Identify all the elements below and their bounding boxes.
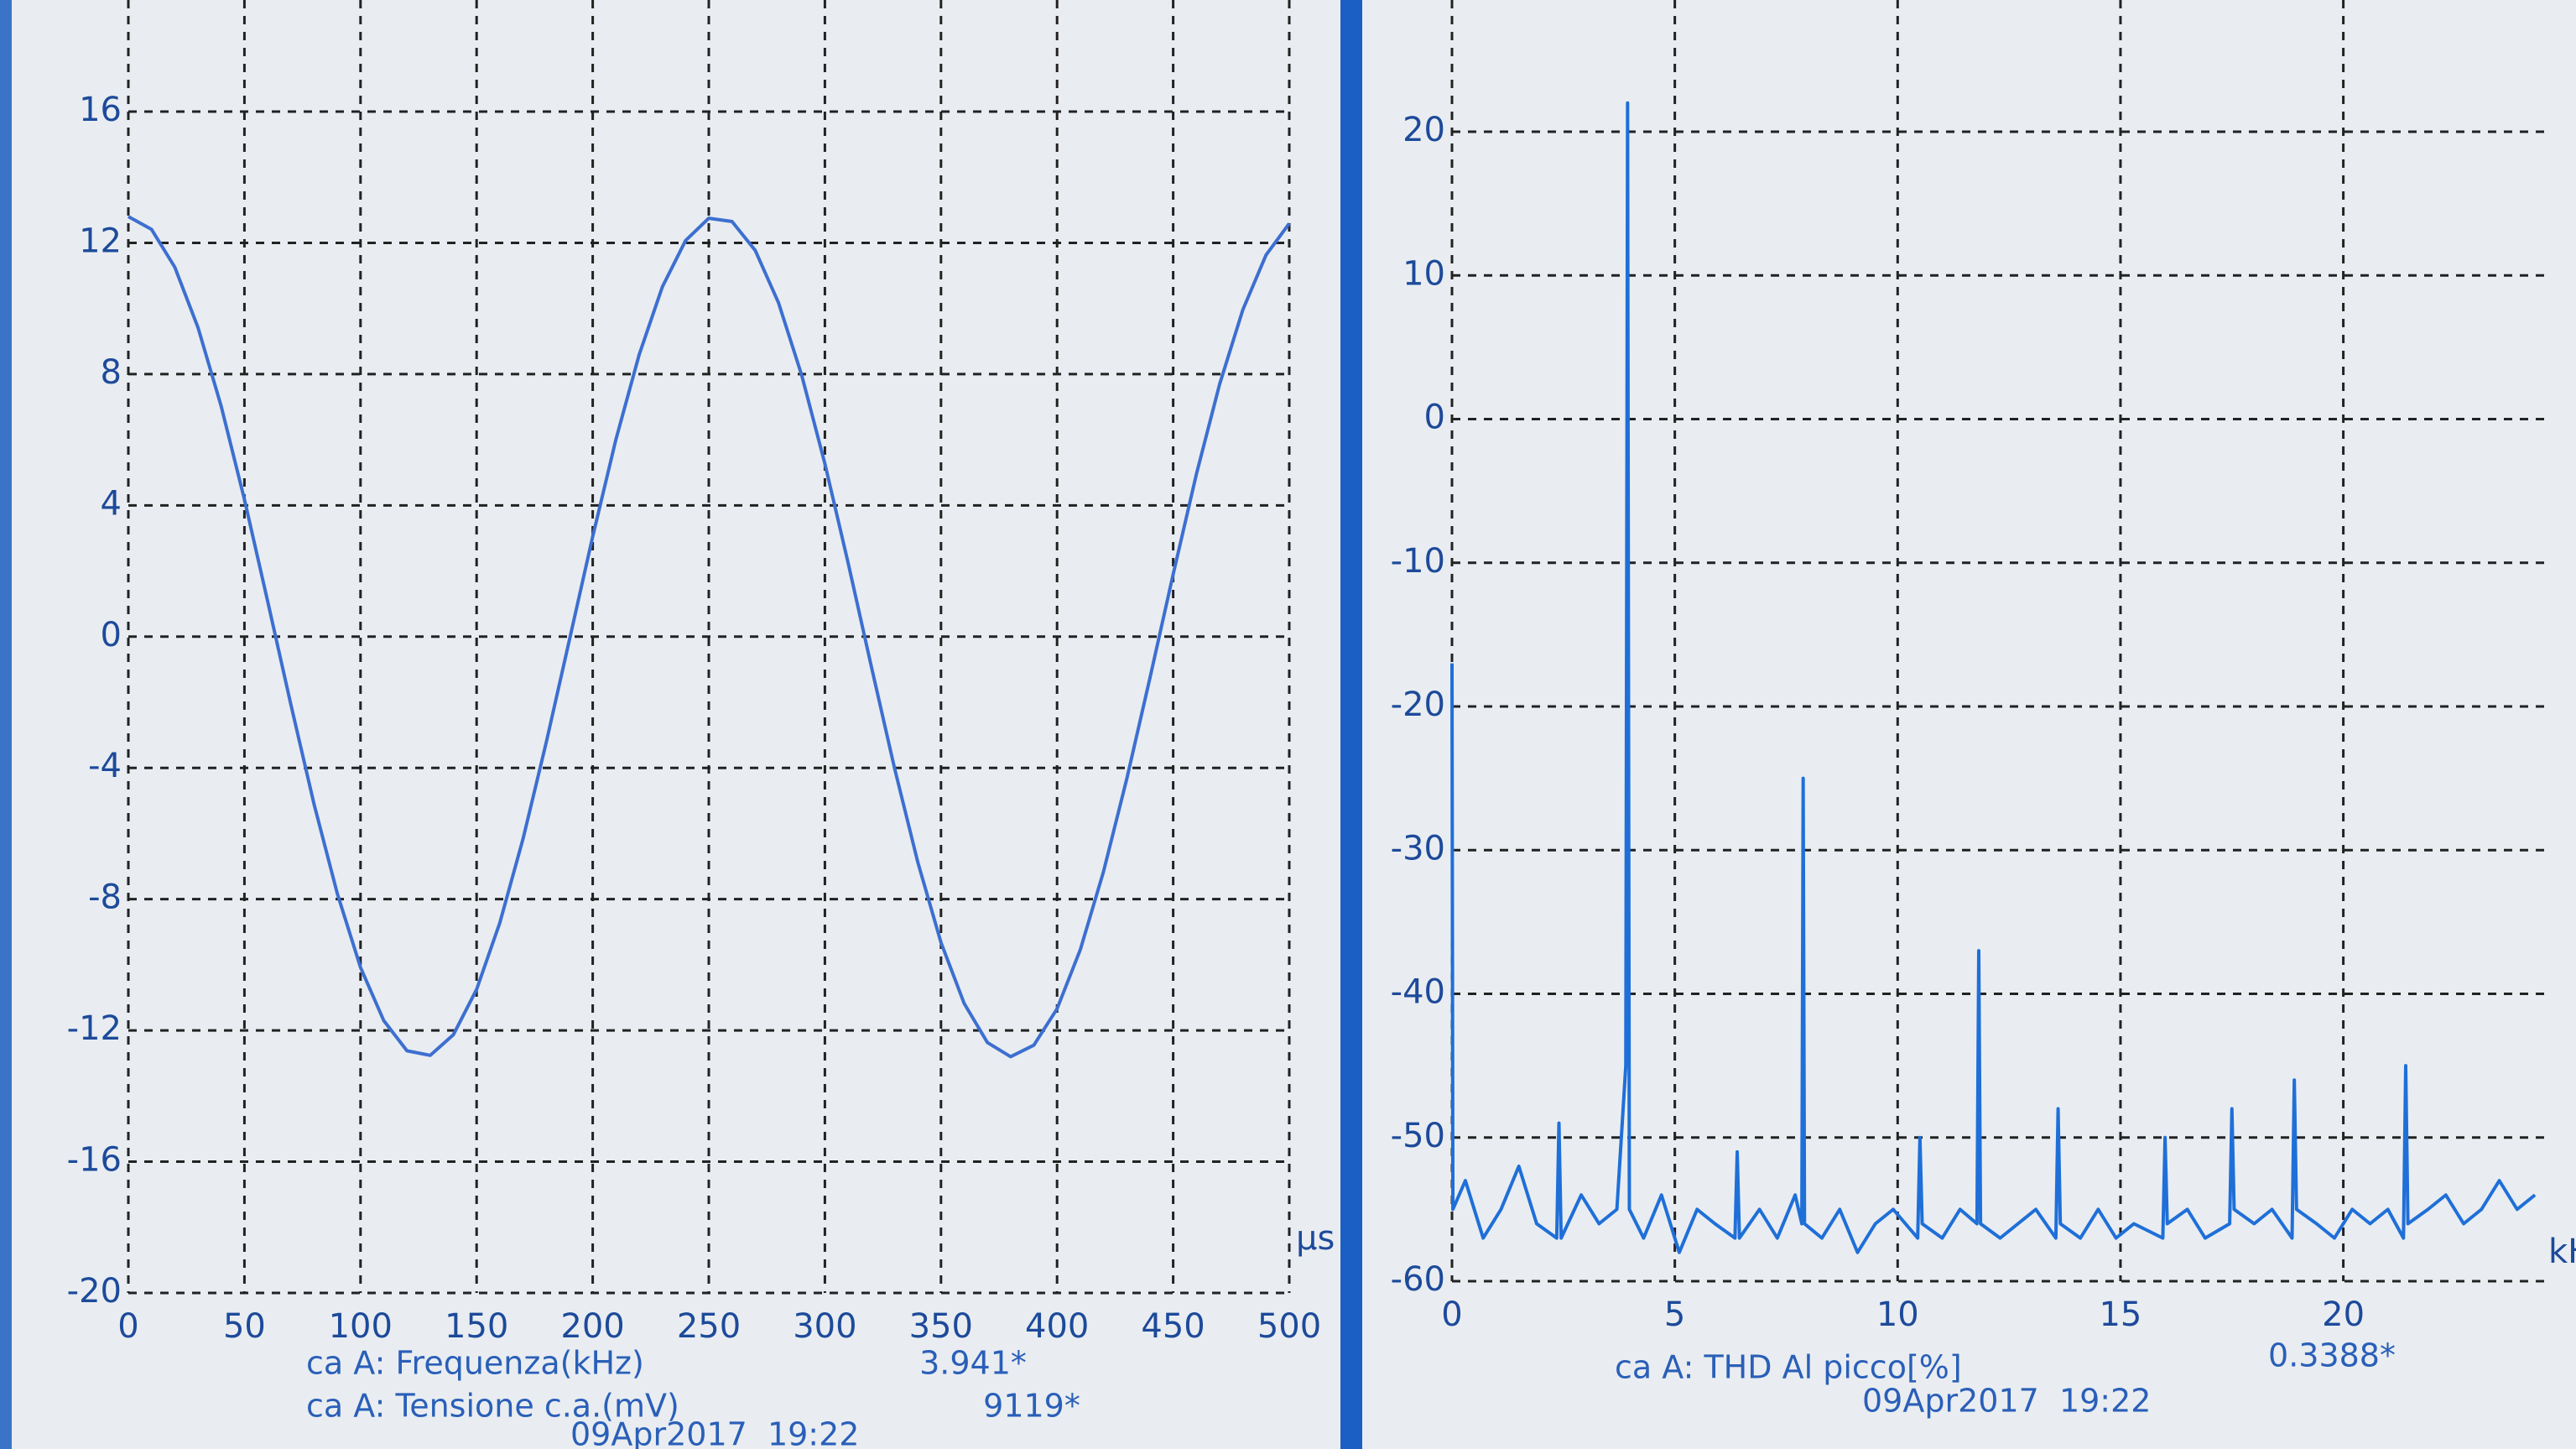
- x-tick-label: 50: [223, 1307, 266, 1346]
- x-tick-label: 500: [1257, 1307, 1321, 1346]
- x-tick-label: 15: [2099, 1295, 2141, 1334]
- readout-value: 9119*: [983, 1388, 1080, 1425]
- y-tick-label: -50: [1391, 1117, 1445, 1155]
- x-tick-label: 250: [677, 1307, 741, 1346]
- y-tick-label: 10: [1402, 254, 1445, 293]
- x-tick-label: 350: [909, 1307, 973, 1346]
- y-tick-label: 4: [101, 484, 122, 523]
- x-tick-label: 0: [1441, 1295, 1462, 1334]
- y-tick-label: 12: [79, 222, 122, 260]
- x-tick-label: 0: [117, 1307, 138, 1346]
- timestamp: 09Apr2017 19:22: [570, 1416, 859, 1449]
- y-tick-label: -12: [67, 1009, 122, 1048]
- panel-divider: [1340, 0, 1362, 1449]
- readout-value: 3.941*: [919, 1345, 1027, 1382]
- x-tick-label: 20: [2322, 1295, 2365, 1334]
- x-tick-label: 200: [560, 1307, 624, 1346]
- x-tick-label: 300: [793, 1307, 856, 1346]
- y-tick-label: 0: [101, 616, 122, 654]
- timestamp: 09Apr2017 19:22: [1862, 1383, 2151, 1420]
- x-tick-label: 150: [445, 1307, 508, 1346]
- y-tick-label: -20: [1391, 685, 1445, 724]
- x-tick-label: 5: [1664, 1295, 1685, 1334]
- x-tick-label: 450: [1141, 1307, 1205, 1346]
- y-tick-label: -40: [1391, 973, 1445, 1012]
- readout-value: 0.3388*: [2268, 1337, 2396, 1374]
- data-line: [1450, 101, 2537, 1254]
- x-unit: kH: [2548, 1233, 2576, 1271]
- y-tick-label: -4: [88, 747, 122, 785]
- y-tick-label: -8: [88, 878, 122, 917]
- x-tick-label: 400: [1025, 1307, 1089, 1346]
- readout-label: ca A: Tensione c.a.(mV): [306, 1388, 679, 1425]
- x-tick-label: 100: [329, 1307, 393, 1346]
- x-tick-label: 10: [1876, 1295, 1919, 1334]
- y-tick-label: -10: [1391, 542, 1445, 581]
- y-tick-label: 16: [79, 91, 122, 129]
- readout-label: ca A: Frequenza(kHz): [306, 1345, 644, 1382]
- y-tick-label: 0: [1424, 399, 1445, 437]
- data-line: [127, 215, 1291, 1059]
- y-tick-label: -60: [1391, 1260, 1445, 1299]
- y-tick-label: -20: [67, 1272, 122, 1311]
- y-tick-label: 20: [1402, 111, 1445, 149]
- window-edge: [0, 0, 12, 1449]
- y-tick-label: 8: [101, 353, 122, 392]
- y-tick-label: -30: [1391, 829, 1445, 868]
- y-tick-label: -16: [67, 1141, 122, 1180]
- x-unit: µs: [1296, 1219, 1335, 1258]
- readout-label: ca A: THD Al picco[%]: [1615, 1349, 1962, 1386]
